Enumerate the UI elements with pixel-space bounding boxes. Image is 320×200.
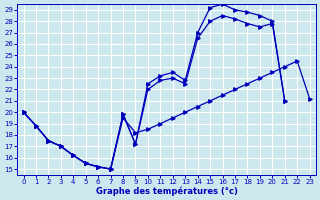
X-axis label: Graphe des températures (°c): Graphe des températures (°c) [96, 186, 237, 196]
